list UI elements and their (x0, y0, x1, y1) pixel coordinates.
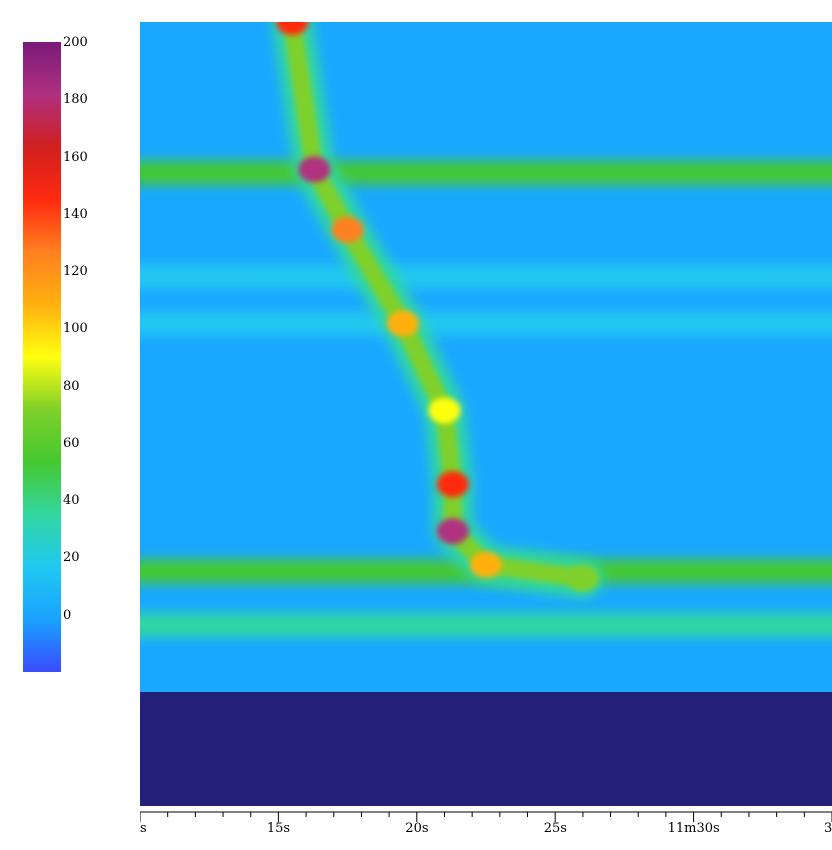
sweep-track-point (298, 156, 331, 183)
sweep-track-point (276, 22, 309, 35)
horizontal-band (140, 264, 832, 289)
colorbar-tick-label: 140 (63, 206, 88, 222)
horizontal-band (140, 311, 832, 336)
colorbar-tick-label: 40 (63, 493, 80, 509)
time-tick-label: 25s (543, 821, 567, 836)
sweep-track-point (331, 216, 364, 243)
time-tick-label: 3 (824, 821, 832, 836)
time-tick-label: 11m30s (667, 821, 720, 836)
spectrogram-heatmap (140, 22, 832, 692)
heatmap-background (140, 22, 832, 692)
colorbar-tick-label: 180 (63, 92, 88, 108)
time-axis (140, 811, 832, 822)
time-tick-label: s (140, 821, 147, 836)
sweep-track-point (566, 565, 599, 592)
colorbar-tick-label: 80 (63, 378, 80, 394)
colorbar-tick-label: 20 (63, 550, 80, 566)
horizontal-band (140, 160, 832, 185)
colorbar-gradient (23, 42, 61, 672)
sweep-track-point (386, 310, 419, 337)
colorbar-tick-label: 120 (63, 264, 88, 280)
sweep-track-point (428, 397, 461, 424)
colorbar-tick-label: 200 (63, 35, 88, 50)
time-tick-label: 15s (266, 821, 291, 836)
masked-region (140, 692, 832, 806)
colorbar-tick-label: 160 (63, 149, 88, 165)
colorbar-tick-label: 100 (63, 321, 88, 337)
sweep-track-point (470, 551, 502, 578)
sweep-track-point (436, 471, 469, 498)
sweep-track-point (436, 518, 469, 545)
colorbar-tick-label: 60 (63, 435, 80, 451)
horizontal-band (140, 613, 832, 637)
colorbar-tick-label: 0 (63, 607, 72, 623)
time-tick-label: 20s (405, 821, 429, 836)
